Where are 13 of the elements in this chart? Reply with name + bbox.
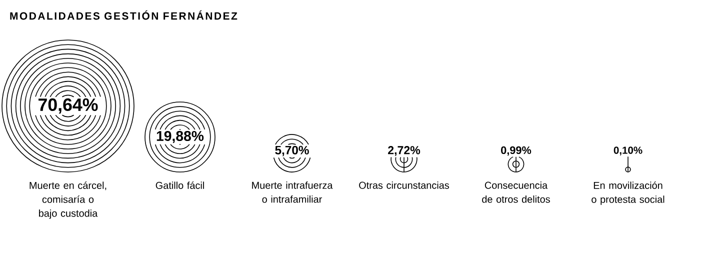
category-label: Muerte en cárcel, comisaría o bajo custodia: [30, 182, 106, 219]
data-label: 2,72%: [388, 146, 420, 156]
data-label: 70,64%: [38, 98, 98, 114]
category-label: Gatillo fácil: [156, 182, 204, 189]
category-label: Muerte intrafuerza o intrafamiliar: [252, 182, 333, 203]
category-label: Consecuencia de otros delitos: [482, 182, 550, 203]
text: MODALIDADES GESTIÓN FERNÁNDEZ: [10, 10, 238, 20]
data-label: 19,88%: [156, 130, 204, 144]
data-label: 0,99%: [501, 146, 532, 156]
category-label: En movilización o protesta social: [592, 182, 664, 205]
data-label: 0,10%: [614, 146, 642, 156]
data-label: 5,70%: [275, 146, 309, 156]
category-label: Otras circunstancias: [359, 182, 450, 189]
